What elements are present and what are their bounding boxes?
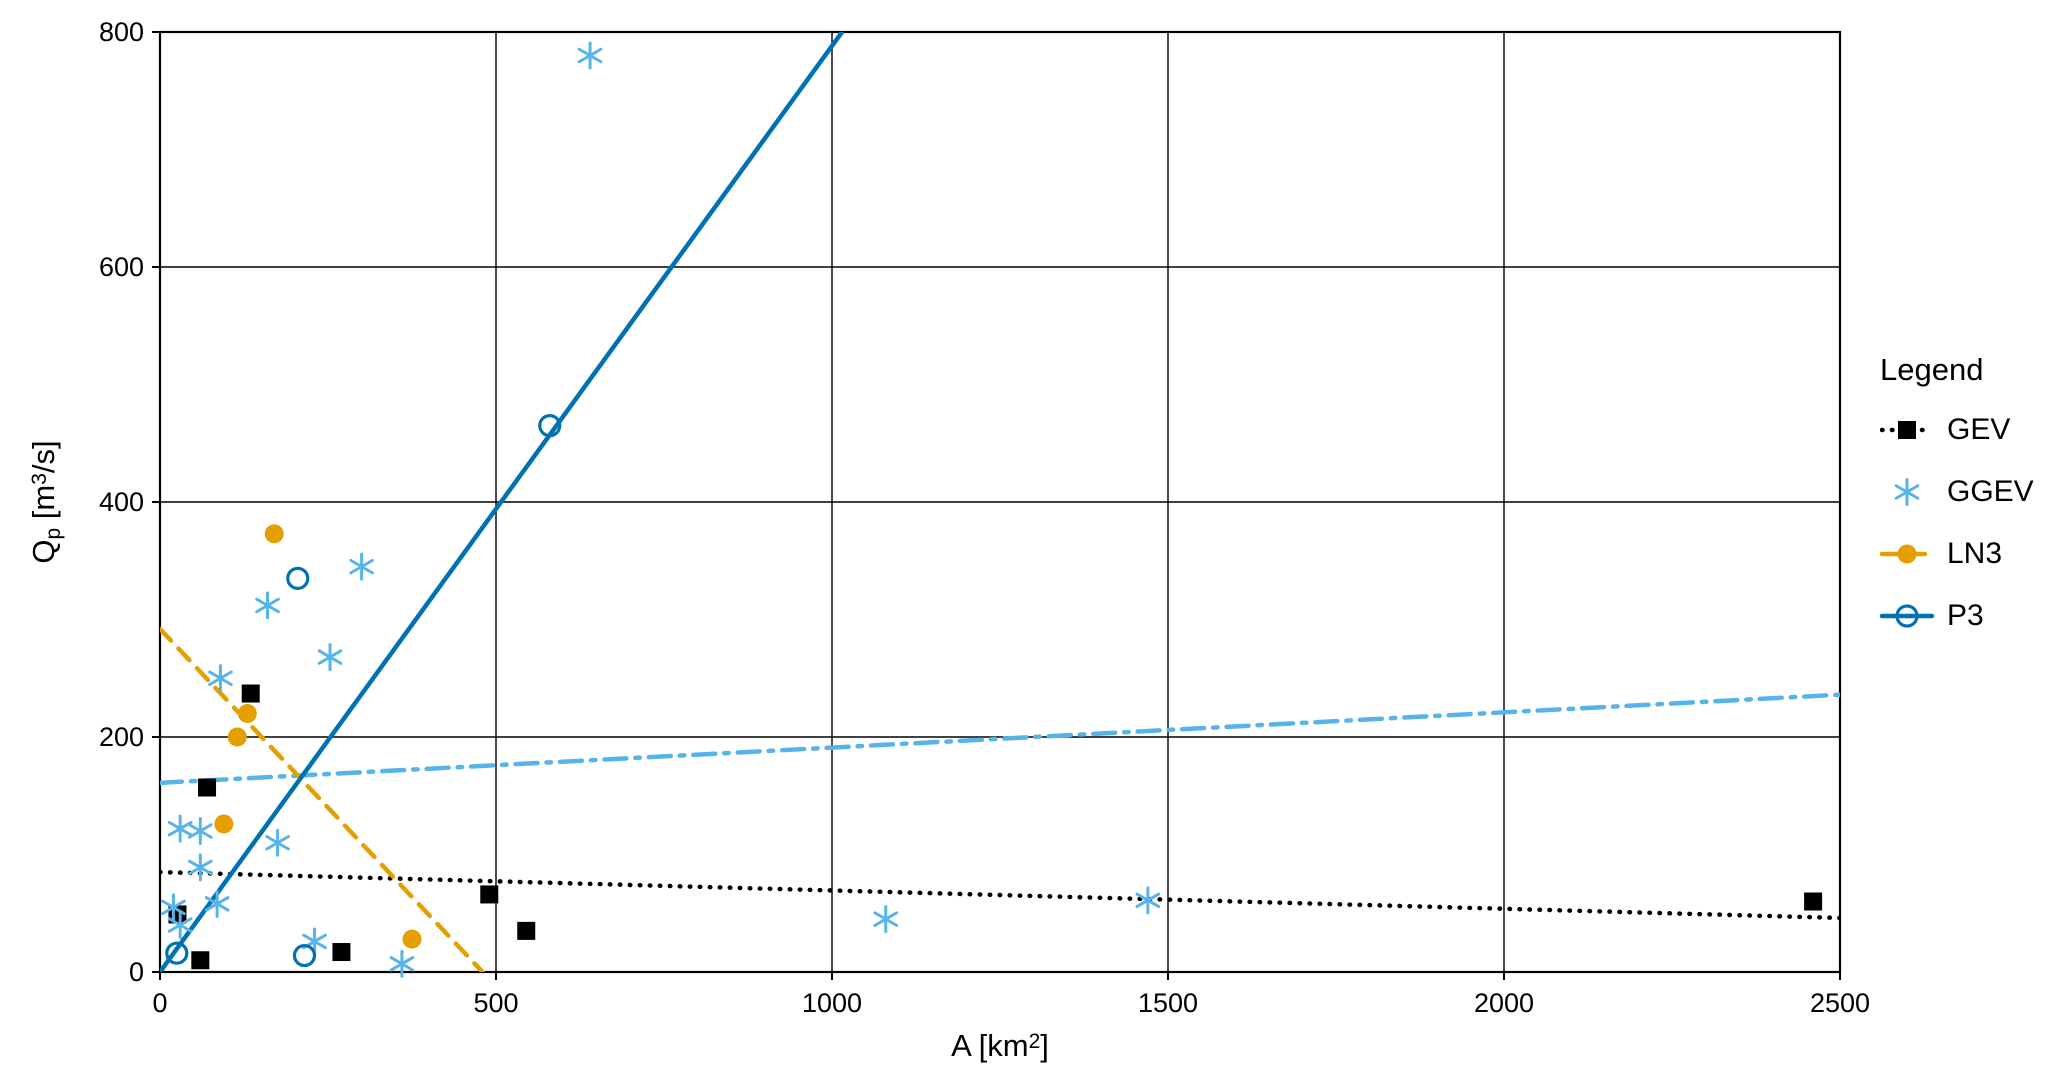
series-points-GEV bbox=[168, 684, 1823, 970]
y-tick-label-600: 600 bbox=[99, 252, 144, 282]
legend-label-P3: P3 bbox=[1947, 599, 1984, 632]
trend-line-P3 bbox=[160, 32, 845, 972]
y-axis-title: Qp [m3/s] bbox=[26, 440, 65, 564]
x-tick-label-1500: 1500 bbox=[1138, 988, 1198, 1018]
legend-label-GEV: GEV bbox=[1947, 413, 2011, 446]
legend-label-GGEV: GGEV bbox=[1947, 475, 2034, 508]
legend-sample-LN3 bbox=[1880, 544, 1934, 564]
x-tick-label-500: 500 bbox=[473, 988, 518, 1018]
legend: Legend GEV GGEV LN3 P3 bbox=[1880, 352, 2034, 660]
trend-line-LN3 bbox=[160, 626, 485, 972]
legend-label-LN3: LN3 bbox=[1947, 537, 2003, 570]
trend-line-GEV bbox=[160, 869, 1840, 921]
series-points-P3 bbox=[165, 414, 562, 968]
series-points-GGEV bbox=[161, 41, 1161, 978]
y-tick-label-200: 200 bbox=[99, 722, 144, 752]
y-tick-label-800: 800 bbox=[99, 17, 144, 47]
series-points-LN3 bbox=[214, 524, 422, 949]
trend-lines bbox=[160, 32, 1840, 972]
x-tick-label-1000: 1000 bbox=[802, 988, 862, 1018]
trend-line-GGEV bbox=[160, 692, 1840, 786]
x-tick-label-2000: 2000 bbox=[1474, 988, 1534, 1018]
legend-sample-P3 bbox=[1880, 604, 1934, 628]
y-axis-title-subscript: p bbox=[42, 527, 65, 540]
y-axis-title-superscript: 3 bbox=[28, 473, 51, 485]
x-axis-title: A [km2] bbox=[951, 1028, 1049, 1063]
gridlines bbox=[159, 31, 1841, 973]
x-tick-label-0: 0 bbox=[152, 988, 167, 1018]
legend-title: Legend bbox=[1880, 352, 1984, 387]
legend-sample-GGEV bbox=[1894, 478, 1920, 506]
legend-item-GEV: GEV bbox=[1880, 412, 2034, 448]
legend-item-LN3: LN3 bbox=[1880, 536, 2034, 572]
legend-items: GEV GGEV LN3 P3 bbox=[1880, 412, 2034, 634]
legend-item-GGEV: GGEV bbox=[1880, 474, 2034, 510]
y-tick-label-0: 0 bbox=[129, 957, 144, 987]
legend-sample-GEV bbox=[1880, 421, 1934, 439]
y-tick-label-400: 400 bbox=[99, 487, 144, 517]
legend-item-P3: P3 bbox=[1880, 598, 2034, 634]
axis-ticks: 0 500 1000 1500 2000 2500 0 200 400 600 800 bbox=[99, 17, 1870, 1018]
x-axis-title-superscript: 2 bbox=[1028, 1030, 1041, 1053]
x-tick-label-2500: 2500 bbox=[1810, 988, 1870, 1018]
